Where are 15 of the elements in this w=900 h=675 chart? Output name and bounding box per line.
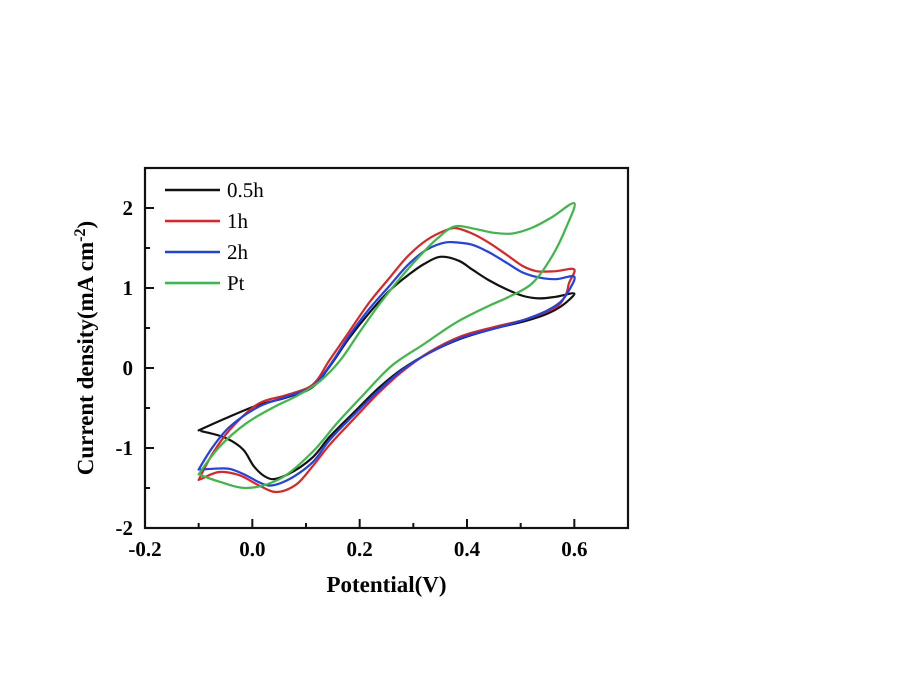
- legend-label: 2h: [227, 240, 248, 264]
- x-axis-title: Potential(V): [326, 572, 447, 597]
- legend-label: 1h: [227, 209, 248, 233]
- y-tick-label: 2: [122, 196, 133, 220]
- y-tick-label: 0: [122, 356, 133, 380]
- x-tick-label: 0.6: [561, 537, 588, 561]
- x-tick-label: -0.2: [128, 537, 162, 561]
- x-tick-label: 0.0: [239, 537, 266, 561]
- x-tick-label: 0.4: [454, 537, 481, 561]
- x-tick-label: 0.2: [346, 537, 373, 561]
- y-tick-label: -2: [116, 516, 133, 540]
- y-tick-label: 1: [122, 276, 133, 300]
- y-tick-label: -1: [116, 436, 133, 460]
- legend-label: Pt: [227, 271, 245, 295]
- legend-label: 0.5h: [227, 178, 264, 202]
